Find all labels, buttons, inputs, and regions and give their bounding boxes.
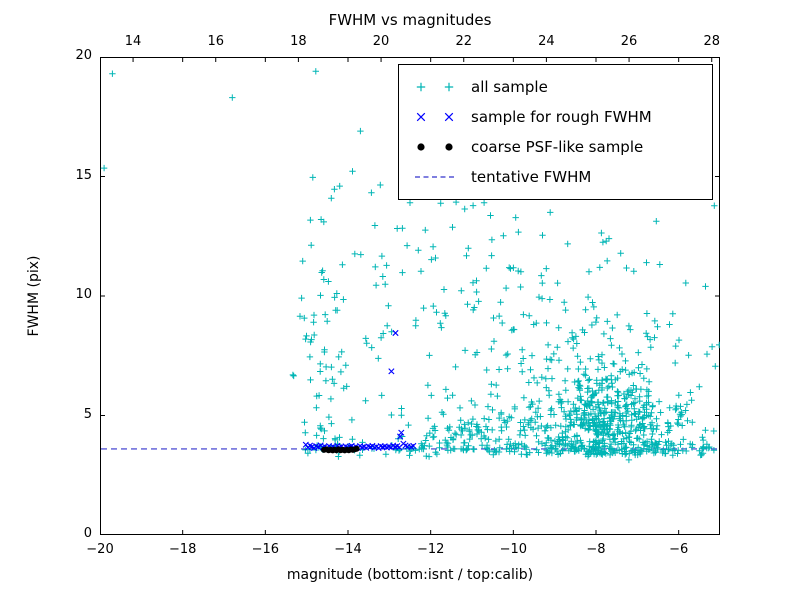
legend-entry-all-sample: all sample xyxy=(413,72,712,102)
dashed-line-icon xyxy=(415,176,455,178)
x-tick-label: −10 xyxy=(499,542,528,557)
y-tick-label: 20 xyxy=(75,48,92,63)
top-tick-label: 18 xyxy=(290,34,307,49)
top-tick-label: 24 xyxy=(538,34,555,49)
legend-label: sample for rough FWHM xyxy=(471,108,652,126)
legend-label: all sample xyxy=(471,78,548,96)
x-tick-label: −12 xyxy=(416,542,445,557)
x-tick-label: −20 xyxy=(86,542,114,557)
plot-area xyxy=(100,57,720,535)
top-tick-label: 22 xyxy=(455,34,472,49)
x-tick-label: −14 xyxy=(334,542,362,557)
top-tick-label: 14 xyxy=(124,34,142,49)
y-axis-label: FWHM (pix) xyxy=(26,255,42,337)
x-tick-label: −16 xyxy=(251,542,280,557)
x-tick-label: −18 xyxy=(168,542,197,557)
top-tick-label: 16 xyxy=(207,34,224,49)
legend-entry-psf-sample: coarse PSF-like sample xyxy=(413,132,712,162)
legend-entry-tentative-fwhm: tentative FWHM xyxy=(413,162,712,192)
y-tick-label: 15 xyxy=(75,167,92,183)
plus-marker-icon xyxy=(416,82,454,92)
y-tick-label: 5 xyxy=(83,406,92,422)
chart-title: FWHM vs magnitudes xyxy=(328,11,492,29)
legend-label: tentative FWHM xyxy=(471,168,592,186)
y-tick-label: 0 xyxy=(83,526,92,541)
top-tick-label: 26 xyxy=(620,34,638,49)
x-tick-label: −8 xyxy=(586,542,606,557)
top-tick-label: 20 xyxy=(372,34,390,49)
legend: all sample sample for rough FWHM coarse … xyxy=(398,64,713,200)
x-axis-label: magnitude (bottom:isnt / top:calib) xyxy=(286,567,534,583)
y-tick-label: 10 xyxy=(75,287,92,302)
legend-label: coarse PSF-like sample xyxy=(471,138,644,156)
top-tick-label: 28 xyxy=(703,34,720,49)
x-tick-label: −6 xyxy=(669,542,689,557)
x-marker-icon xyxy=(416,112,454,122)
scatter-plot-canvas xyxy=(100,57,720,535)
dot-marker-icon xyxy=(417,143,453,151)
legend-entry-rough-fwhm: sample for rough FWHM xyxy=(413,102,712,132)
